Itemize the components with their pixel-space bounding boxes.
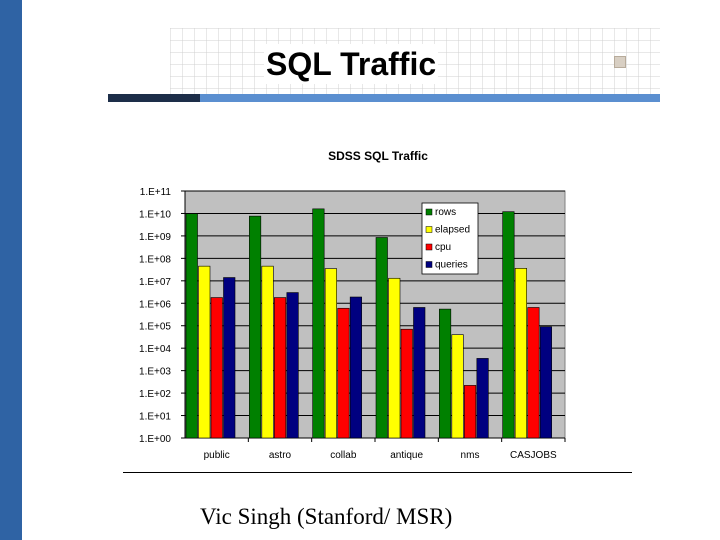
bar-elapsed-astro <box>261 265 274 439</box>
y-tick-label: 1.E+03 <box>139 367 171 378</box>
bar-queries-collab <box>349 296 362 439</box>
legend-swatch <box>425 226 433 233</box>
bar-rows-nms <box>439 308 452 439</box>
x-tick-label: CASJOBS <box>510 450 557 461</box>
decorative-square <box>614 56 626 68</box>
bar-rows-casjobs <box>502 211 515 439</box>
y-tick-label: 1.E+11 <box>140 187 172 198</box>
bar-cpu-casjobs <box>527 307 540 439</box>
x-tick-label: public <box>204 450 230 461</box>
bar-queries-antique <box>413 307 426 439</box>
bar-elapsed-casjobs <box>514 268 527 439</box>
y-tick-label: 1.E+05 <box>139 322 171 333</box>
bar-cpu-collab <box>337 307 350 439</box>
bar-rows-collab <box>312 208 325 439</box>
bar-rows-antique <box>375 237 388 439</box>
y-tick-label: 1.E+02 <box>139 389 171 400</box>
chart-bottom-rule <box>123 472 632 473</box>
slide-title: SQL Traffic <box>264 44 439 84</box>
legend-label: elapsed <box>435 225 470 236</box>
bar-cpu-nms <box>464 385 477 439</box>
y-tick-label: 1.E+09 <box>139 232 171 243</box>
bar-elapsed-public <box>198 265 211 439</box>
y-tick-label: 1.E+06 <box>139 299 171 310</box>
y-tick-label: 1.E+04 <box>139 344 171 355</box>
bar-elapsed-collab <box>324 268 337 439</box>
x-tick-label: astro <box>269 450 292 461</box>
title-rule-light <box>200 94 660 102</box>
legend-label: queries <box>435 260 468 271</box>
bar-cpu-astro <box>274 297 287 439</box>
y-tick-label: 1.E+10 <box>139 209 171 220</box>
legend-swatch <box>425 261 433 268</box>
slide-footer: Vic Singh (Stanford/ MSR) <box>200 504 453 529</box>
bar-elapsed-antique <box>388 277 401 439</box>
legend-label: cpu <box>435 242 451 253</box>
x-tick-label: collab <box>330 450 357 461</box>
y-tick-label: 1.E+08 <box>139 254 171 265</box>
bar-cpu-antique <box>400 328 413 439</box>
legend-swatch <box>425 243 433 251</box>
bar-rows-astro <box>249 215 262 439</box>
title-rule-dark <box>108 94 200 102</box>
chart-title: SDSS SQL Traffic <box>328 149 428 163</box>
legend-swatch <box>425 208 433 216</box>
y-tick-label: 1.E+07 <box>139 277 171 288</box>
x-tick-label: nms <box>461 450 480 461</box>
bar-queries-nms <box>476 358 489 439</box>
x-tick-label: antique <box>390 450 423 461</box>
bar-queries-public <box>223 277 236 439</box>
y-tick-label: 1.E+01 <box>139 412 171 423</box>
bar-rows-public <box>185 213 198 439</box>
bar-elapsed-nms <box>451 334 464 439</box>
y-tick-label: 1.E+00 <box>139 434 171 445</box>
accent-side-bar <box>0 0 22 540</box>
bar-queries-casjobs <box>539 326 552 439</box>
legend-label: rows <box>435 207 456 218</box>
bar-queries-astro <box>286 292 299 439</box>
bar-cpu-public <box>210 297 223 439</box>
